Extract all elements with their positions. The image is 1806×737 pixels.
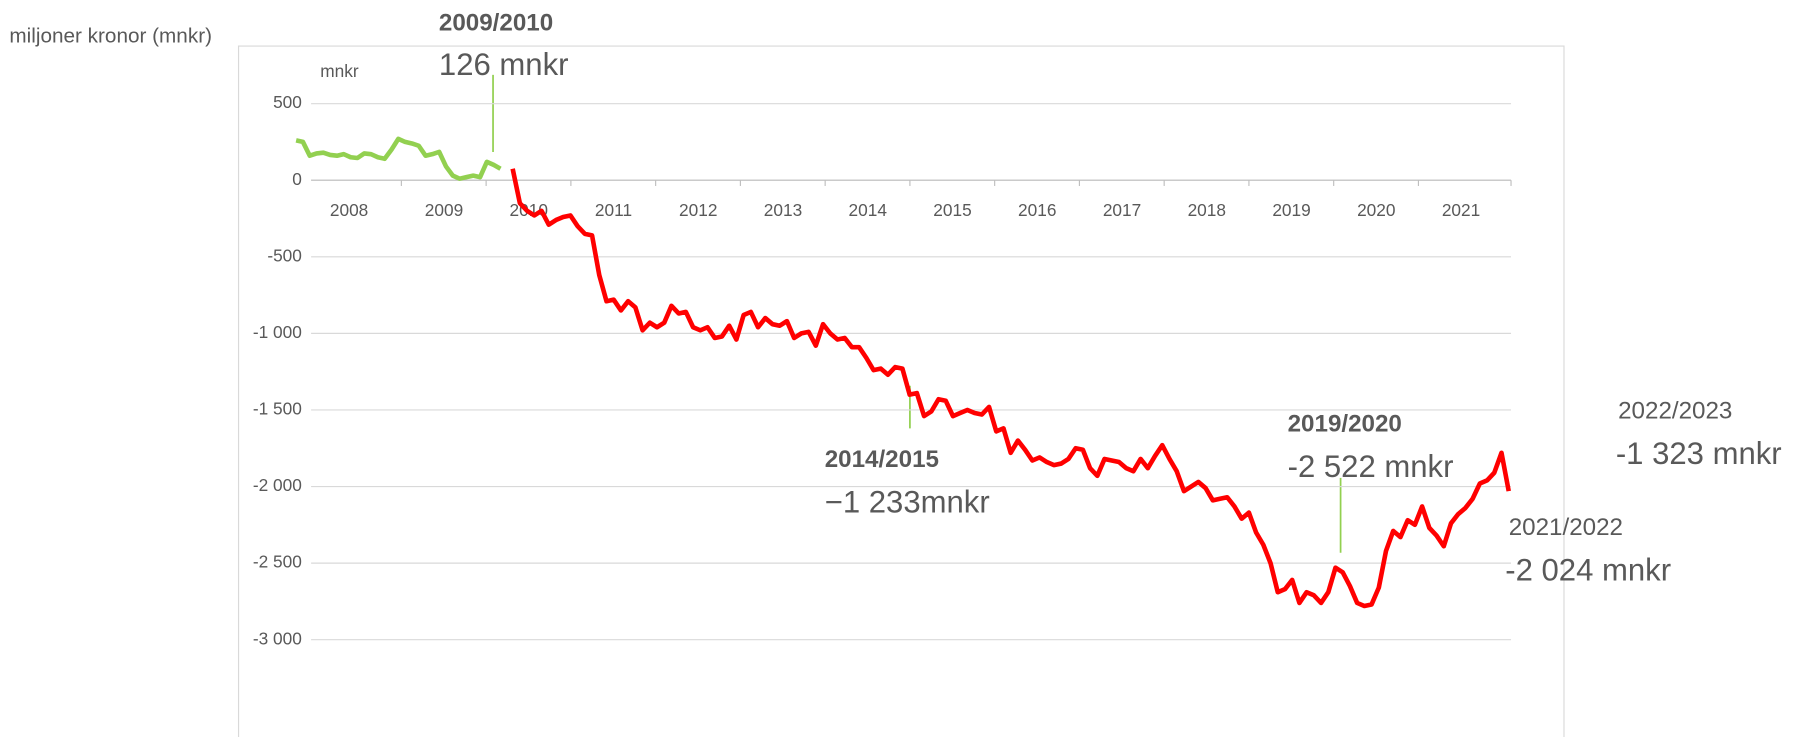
y-tick-label: 500 xyxy=(273,92,302,112)
plot-frame xyxy=(237,45,1565,737)
x-tick-label: 2008 xyxy=(330,200,368,220)
x-tick-label: 2017 xyxy=(1103,200,1141,220)
x-tick-label: 2015 xyxy=(933,200,971,220)
chart-title: miljoner kronor (mnkr) xyxy=(9,24,212,47)
x-tick-label: 2021 xyxy=(1442,200,1480,220)
x-tick-label: 2011 xyxy=(595,200,632,220)
x-tick-label: 2019 xyxy=(1272,200,1310,220)
annotation-period: 2009/2010 xyxy=(439,10,553,37)
y-axis-label: mnkr xyxy=(320,61,359,81)
y-tick-label: -1 500 xyxy=(253,399,302,419)
y-tick-label: 0 xyxy=(292,169,302,189)
x-tick-label: 2009 xyxy=(425,200,463,220)
annotation-period: 2014/2015 xyxy=(825,446,939,473)
data-line xyxy=(510,168,1511,609)
x-tick-label: 2014 xyxy=(849,200,888,220)
y-tick-label: -1 000 xyxy=(253,322,302,342)
y-tick-label: -2 500 xyxy=(253,552,302,572)
annotation-value: -2 522 mnkr xyxy=(1288,449,1454,484)
annotation-period: 2021/2022 xyxy=(1509,514,1623,541)
x-tick-label: 2018 xyxy=(1188,200,1226,220)
x-tick-label: 2020 xyxy=(1357,200,1395,220)
x-tick-label: 2016 xyxy=(1018,200,1056,220)
y-tick-label: -3 000 xyxy=(253,628,302,648)
x-tick-label: 2012 xyxy=(679,200,717,220)
annotation-value: −1 233mnkr xyxy=(825,485,990,520)
annotation-period: 2022/2023 xyxy=(1618,398,1732,425)
data-line xyxy=(295,136,502,181)
annotation-value: -1 323 mnkr xyxy=(1616,436,1782,471)
annotation-period: 2019/2020 xyxy=(1288,410,1402,437)
annotation-value: 126 mnkr xyxy=(439,47,569,82)
annotation-value: -2 024 mnkr xyxy=(1505,553,1671,588)
y-tick-label: -500 xyxy=(267,245,302,265)
x-tick-label: 2013 xyxy=(764,200,802,220)
y-tick-label: -2 000 xyxy=(253,475,302,495)
